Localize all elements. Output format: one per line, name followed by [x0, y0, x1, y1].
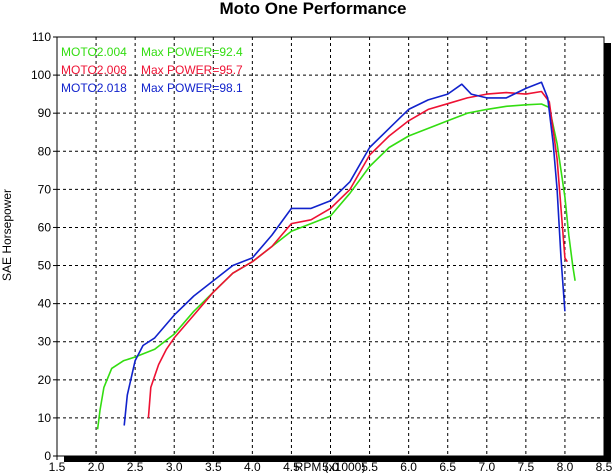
- x-tick-labels: 1.5 2.0 2.5 3.0 3.5 4.0 4.5 5.0 5.5 6.0 6.5 7.0 7.5 8…: [49, 460, 613, 473]
- x-tick-label: 6.5: [439, 460, 456, 473]
- x-tick-label: 5.5: [361, 460, 378, 473]
- x-tick-label: 4.5: [283, 460, 300, 473]
- y-tick-label: 70: [38, 182, 52, 196]
- x-tick-label: 7.5: [518, 460, 535, 473]
- legend-series-name: MOTO2.018: [61, 81, 127, 95]
- x-tick-label: 2.5: [127, 460, 144, 473]
- y-tick-label: 20: [38, 373, 52, 387]
- x-tick-label: 7.0: [478, 460, 495, 473]
- y-tick-label: 50: [38, 259, 52, 273]
- legend-series-name: MOTO2.004: [61, 45, 127, 59]
- x-tick-label: 2.0: [88, 460, 105, 473]
- x-tick-label: 1.5: [49, 460, 66, 473]
- x-tick-label: 8.0: [557, 460, 574, 473]
- legend-max-power: Max POWER=95.7: [141, 63, 243, 77]
- chart-title: Moto One Performance: [219, 0, 406, 18]
- y-tick-label: 100: [31, 68, 51, 82]
- x-tick-label: 4.0: [244, 460, 261, 473]
- y-tick-label: 90: [38, 106, 52, 120]
- x-tick-label: 5.0: [322, 460, 339, 473]
- y-tick-label: 40: [38, 297, 52, 311]
- legend: MOTO2.004 Max POWER=92.4 MOTO2.008 Max POWE…: [61, 45, 243, 95]
- y-tick-label: 0: [44, 449, 51, 463]
- x-tick-label: 8.5: [596, 460, 613, 473]
- x-axis-label: RPM (x1000): [295, 460, 366, 473]
- series-line-moto2-018: [123, 81, 566, 426]
- legend-max-power: Max POWER=92.4: [141, 45, 243, 59]
- x-tick-label: 6.0: [400, 460, 417, 473]
- x-tick-label: 3.5: [205, 460, 222, 473]
- y-tick-label: 10: [38, 411, 52, 425]
- y-tick-label: 80: [38, 144, 52, 158]
- y-tick-label: 110: [32, 30, 51, 44]
- series-line-moto2-008: [147, 90, 568, 418]
- y-tick-label: 60: [38, 220, 52, 234]
- y-tick-label: 30: [38, 335, 52, 349]
- y-tick-labels: 0 10 20 30 40 50 60 70 80 90 100 110: [31, 30, 51, 463]
- x-tick-label: 3.0: [166, 460, 183, 473]
- series-line-moto2-004: [96, 103, 576, 430]
- legend-max-power: Max POWER=98.1: [141, 81, 243, 95]
- series-lines: [96, 81, 576, 430]
- y-axis-label: SAE Horsepower: [0, 189, 14, 281]
- legend-series-name: MOTO2.008: [61, 63, 127, 77]
